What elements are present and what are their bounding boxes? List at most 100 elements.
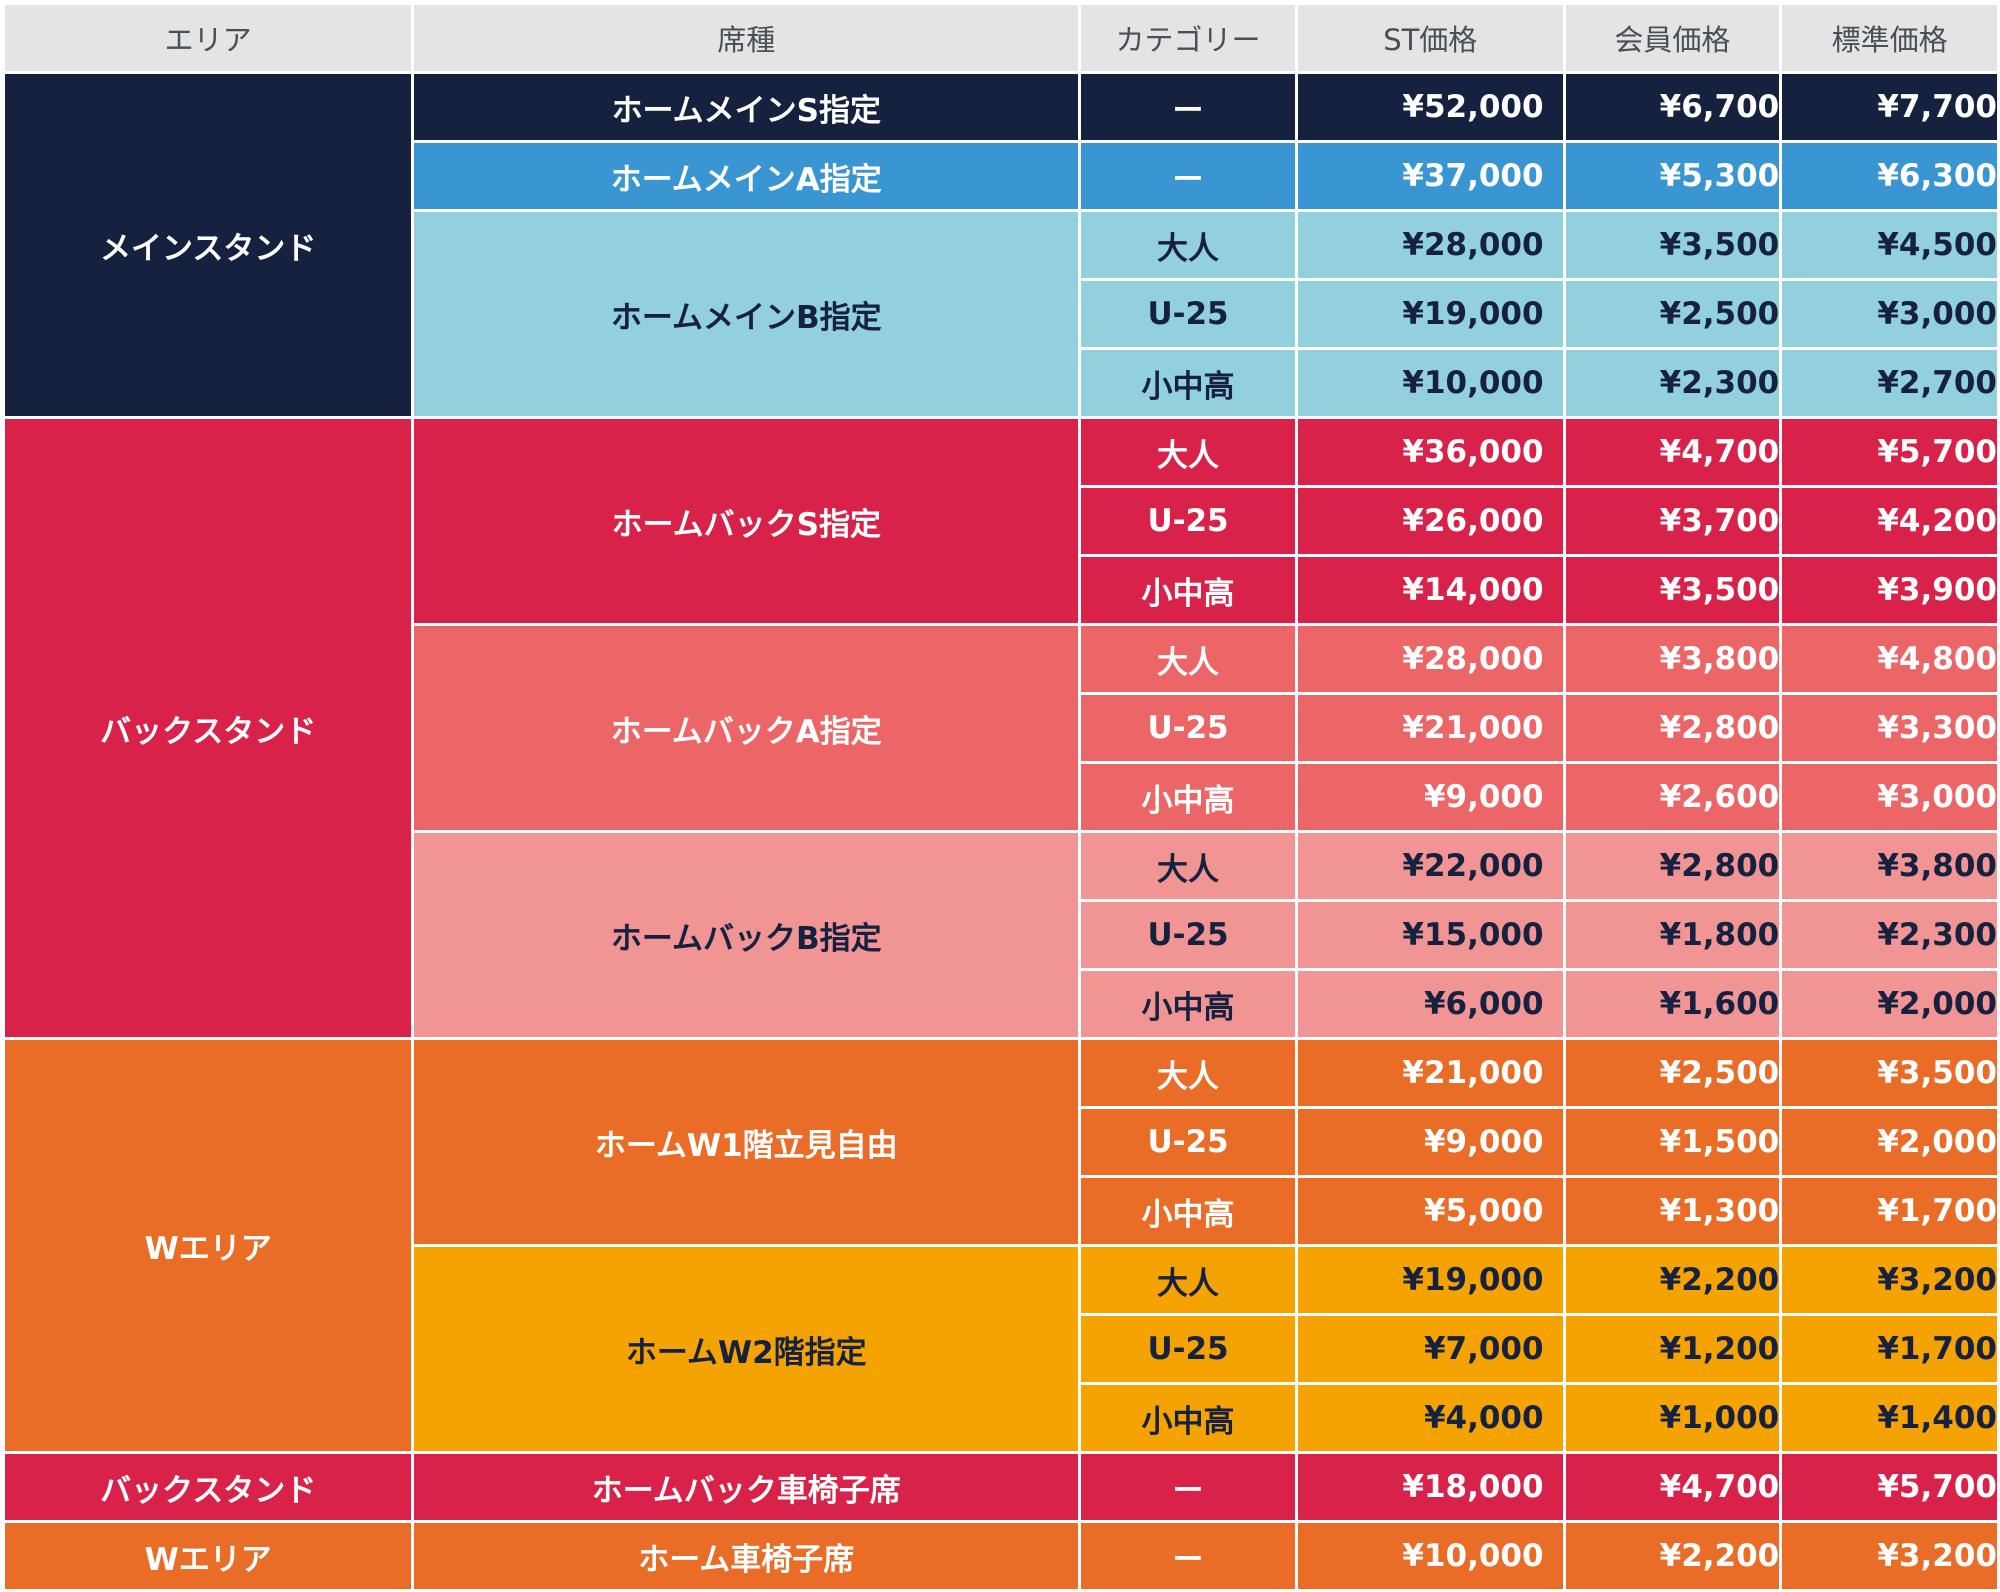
standard-price-cell: ¥7,700 <box>1782 74 1997 140</box>
member-price-cell: ¥1,200 <box>1565 1316 1780 1382</box>
member-price-cell: ¥2,800 <box>1565 833 1780 899</box>
st-price-cell: ¥36,000 <box>1297 419 1563 485</box>
seat-type-cell: ホームバックS指定 <box>414 419 1079 623</box>
seat-type-cell: ホームバックB指定 <box>414 833 1079 1037</box>
table-row: 小中高 ¥9,000 ¥2,600 ¥3,000 <box>5 764 1997 830</box>
category-cell: 大人 <box>1081 626 1295 692</box>
st-price-cell: ¥15,000 <box>1297 902 1563 968</box>
table-row: U-25 ¥19,000 ¥2,500 ¥3,000 <box>5 281 1997 347</box>
category-cell: U-25 <box>1081 695 1295 761</box>
standard-price-cell: ¥2,300 <box>1782 902 1997 968</box>
table-row: 小中高 ¥6,000 ¥1,600 ¥2,000 <box>5 971 1997 1037</box>
area-cell: バックスタンド <box>5 419 412 1037</box>
member-price-cell: ¥2,500 <box>1565 281 1780 347</box>
area-cell: Wエリア <box>5 1040 412 1451</box>
standard-price-cell: ¥3,300 <box>1782 695 1997 761</box>
st-price-cell: ¥22,000 <box>1297 833 1563 899</box>
area-cell: バックスタンド <box>5 1454 412 1520</box>
standard-price-cell: ¥3,800 <box>1782 833 1997 899</box>
member-price-cell: ¥4,700 <box>1565 1454 1780 1520</box>
category-cell: 大人 <box>1081 1040 1295 1106</box>
member-price-cell: ¥2,200 <box>1565 1523 1780 1589</box>
st-price-cell: ¥52,000 <box>1297 74 1563 140</box>
table-row: ホームバックB指定 大人 ¥22,000 ¥2,800 ¥3,800 <box>5 833 1997 1037</box>
category-cell: ー <box>1081 1523 1295 1589</box>
category-cell: 小中高 <box>1081 557 1295 623</box>
member-price-cell: ¥3,800 <box>1565 626 1780 692</box>
standard-price-cell: ¥4,800 <box>1782 626 1997 692</box>
st-price-cell: ¥37,000 <box>1297 143 1563 209</box>
table-row: ホームバックA指定 大人 ¥28,000 ¥3,800 ¥4,800 <box>5 626 1997 830</box>
standard-price-cell: ¥4,500 <box>1782 212 1997 278</box>
table-row: U-25 ¥9,000 ¥1,500 ¥2,000 <box>5 1109 1997 1175</box>
category-cell: U-25 <box>1081 281 1295 347</box>
st-price-cell: ¥18,000 <box>1297 1454 1563 1520</box>
area-cell: メインスタンド <box>5 74 412 416</box>
member-price-cell: ¥1,000 <box>1565 1385 1780 1451</box>
category-cell: 大人 <box>1081 419 1295 485</box>
table-row: ホームW2階指定 大人 ¥19,000 ¥2,200 ¥3,200 <box>5 1247 1997 1451</box>
seat-type-cell: ホームバック車椅子席 <box>414 1454 1079 1520</box>
area-cell: Wエリア <box>5 1523 412 1589</box>
category-cell: U-25 <box>1081 488 1295 554</box>
member-price-cell: ¥3,500 <box>1565 212 1780 278</box>
table-row: ホームメインB指定 大人 ¥28,000 ¥3,500 ¥4,500 <box>5 212 1997 416</box>
standard-price-cell: ¥3,900 <box>1782 557 1997 623</box>
standard-price-cell: ¥3,200 <box>1782 1247 1997 1313</box>
standard-price-cell: ¥3,500 <box>1782 1040 1997 1106</box>
st-price-cell: ¥28,000 <box>1297 626 1563 692</box>
category-cell: 大人 <box>1081 1247 1295 1313</box>
st-price-cell: ¥19,000 <box>1297 1247 1563 1313</box>
header-category: カテゴリー <box>1081 5 1295 71</box>
table-row: U-25 ¥7,000 ¥1,200 ¥1,700 <box>5 1316 1997 1382</box>
member-price-cell: ¥1,300 <box>1565 1178 1780 1244</box>
standard-price-cell: ¥1,700 <box>1782 1178 1997 1244</box>
st-price-cell: ¥10,000 <box>1297 350 1563 416</box>
table-row: Wエリア ホームW1階立見自由 大人 ¥21,000 ¥2,500 ¥3,500 <box>5 1040 1997 1451</box>
table-row: バックスタンド ホームバック車椅子席ー ¥18,000 ¥4,700 ¥5,700 <box>5 1454 1997 1520</box>
category-cell: 小中高 <box>1081 1385 1295 1451</box>
standard-price-cell: ¥2,000 <box>1782 1109 1997 1175</box>
header-standard-price: 標準価格 <box>1782 5 1997 71</box>
seat-type-cell: ホームメインS指定 <box>414 74 1079 140</box>
seat-type-cell: ホームメインA指定 <box>414 143 1079 209</box>
header-row: エリア 席種 カテゴリー ST価格 会員価格 標準価格 <box>5 5 1997 71</box>
member-price-cell: ¥2,300 <box>1565 350 1780 416</box>
st-price-cell: ¥9,000 <box>1297 764 1563 830</box>
category-cell: U-25 <box>1081 1109 1295 1175</box>
category-cell: U-25 <box>1081 1316 1295 1382</box>
table-row: 小中高 ¥5,000 ¥1,300 ¥1,700 <box>5 1178 1997 1244</box>
category-cell: 小中高 <box>1081 764 1295 830</box>
table-row: バックスタンド ホームバックS指定 大人 ¥36,000 ¥4,700 ¥5,700 <box>5 419 1997 1037</box>
table-row: 小中高 ¥14,000 ¥3,500 ¥3,900 <box>5 557 1997 623</box>
standard-price-cell: ¥2,000 <box>1782 971 1997 1037</box>
table-row: U-25 ¥26,000 ¥3,700 ¥4,200 <box>5 488 1997 554</box>
standard-price-cell: ¥1,700 <box>1782 1316 1997 1382</box>
member-price-cell: ¥2,600 <box>1565 764 1780 830</box>
standard-price-cell: ¥5,700 <box>1782 1454 1997 1520</box>
member-price-cell: ¥1,800 <box>1565 902 1780 968</box>
standard-price-cell: ¥6,300 <box>1782 143 1997 209</box>
st-price-cell: ¥21,000 <box>1297 695 1563 761</box>
seat-type-cell: ホーム車椅子席 <box>414 1523 1079 1589</box>
table-body: メインスタンド ホームメインS指定ー ¥52,000 ¥6,700 ¥7,700 ホームメ… <box>5 74 1997 1589</box>
member-price-cell: ¥1,600 <box>1565 971 1780 1037</box>
st-price-cell: ¥9,000 <box>1297 1109 1563 1175</box>
category-cell: U-25 <box>1081 902 1295 968</box>
standard-price-cell: ¥3,000 <box>1782 281 1997 347</box>
category-cell: ー <box>1081 143 1295 209</box>
st-price-cell: ¥19,000 <box>1297 281 1563 347</box>
category-cell: ー <box>1081 74 1295 140</box>
seat-type-cell: ホームメインB指定 <box>414 212 1079 416</box>
standard-price-cell: ¥3,000 <box>1782 764 1997 830</box>
header-seat: 席種 <box>414 5 1079 71</box>
standard-price-cell: ¥2,700 <box>1782 350 1997 416</box>
table-row: U-25 ¥21,000 ¥2,800 ¥3,300 <box>5 695 1997 761</box>
table-row: ホームメインA指定ー ¥37,000 ¥5,300 ¥6,300 <box>5 143 1997 209</box>
standard-price-cell: ¥3,200 <box>1782 1523 1997 1589</box>
table-row: 小中高 ¥10,000 ¥2,300 ¥2,700 <box>5 350 1997 416</box>
st-price-cell: ¥5,000 <box>1297 1178 1563 1244</box>
header-member-price: 会員価格 <box>1565 5 1780 71</box>
table-row: Wエリア ホーム車椅子席ー ¥10,000 ¥2,200 ¥3,200 <box>5 1523 1997 1589</box>
